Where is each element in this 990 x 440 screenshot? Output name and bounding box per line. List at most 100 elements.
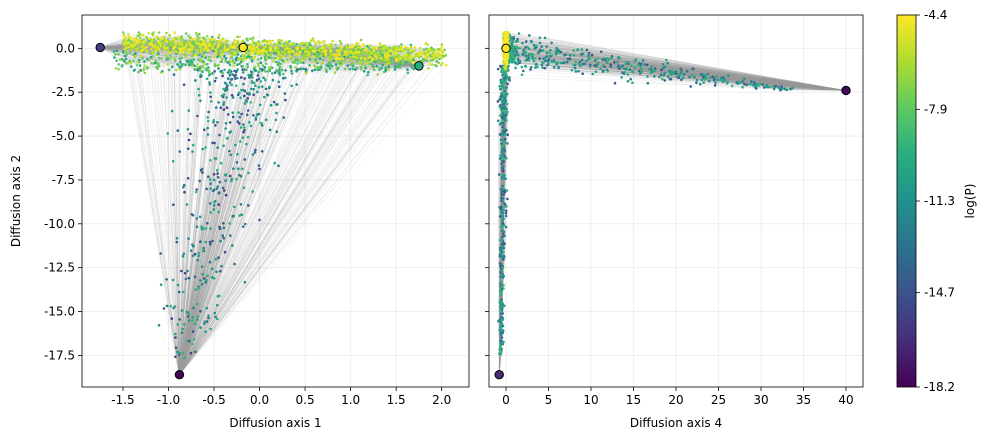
data-point <box>180 309 184 312</box>
data-point <box>264 49 267 53</box>
data-point <box>306 57 309 60</box>
data-point <box>749 83 752 86</box>
data-point <box>501 305 505 308</box>
data-point <box>172 73 176 76</box>
data-point <box>498 85 502 88</box>
data-point <box>499 312 503 316</box>
data-point <box>623 70 627 74</box>
data-point <box>666 61 670 65</box>
data-point <box>196 66 200 69</box>
data-point <box>208 240 212 244</box>
data-point <box>500 275 503 279</box>
data-point <box>277 53 281 56</box>
data-point <box>189 351 193 355</box>
data-point <box>435 60 439 63</box>
data-point <box>261 64 265 67</box>
data-point <box>129 37 132 41</box>
data-point <box>242 94 246 98</box>
data-point <box>179 50 182 53</box>
data-point <box>285 40 288 43</box>
data-point <box>145 41 148 45</box>
data-point <box>173 31 177 34</box>
data-point <box>240 112 243 116</box>
data-point <box>199 73 202 77</box>
data-point <box>285 44 288 48</box>
data-point <box>185 49 188 53</box>
data-point <box>174 332 177 336</box>
data-point <box>280 39 284 42</box>
data-point <box>270 72 274 75</box>
data-point <box>500 199 503 202</box>
data-point <box>179 37 183 41</box>
data-point <box>251 153 255 156</box>
data-point <box>334 63 338 66</box>
data-point <box>287 50 290 54</box>
data-point <box>190 44 194 48</box>
data-point <box>290 84 294 88</box>
data-point <box>252 47 255 50</box>
data-point <box>547 51 551 55</box>
data-point <box>401 50 405 53</box>
data-point <box>662 66 665 70</box>
data-point <box>196 114 199 118</box>
data-point <box>663 65 667 68</box>
data-point <box>196 258 199 262</box>
data-point <box>273 56 277 60</box>
data-point <box>322 39 326 43</box>
data-point <box>338 48 342 52</box>
y-tick-label: -7.5 <box>52 173 75 187</box>
data-point <box>283 92 287 95</box>
data-point <box>556 61 559 64</box>
data-point <box>219 161 223 165</box>
data-point <box>308 44 311 47</box>
data-point <box>184 32 188 35</box>
data-point <box>314 42 318 46</box>
data-point <box>207 314 210 318</box>
data-point <box>511 46 514 50</box>
data-point <box>553 60 556 64</box>
data-point <box>200 167 204 171</box>
data-point <box>218 133 221 137</box>
x-tick-label: -1.5 <box>111 393 134 407</box>
data-point <box>645 63 649 67</box>
data-point <box>199 47 203 50</box>
data-point <box>204 281 208 284</box>
data-point <box>212 208 216 211</box>
data-point <box>500 269 504 273</box>
data-point <box>513 56 516 60</box>
data-point <box>145 46 149 49</box>
data-point <box>321 58 325 62</box>
data-point <box>349 50 353 54</box>
data-point <box>502 124 505 128</box>
data-point <box>254 69 258 72</box>
data-point <box>498 300 501 303</box>
data-point <box>501 235 504 239</box>
data-point <box>194 67 197 71</box>
data-point <box>151 55 155 58</box>
data-point <box>504 214 508 218</box>
data-point <box>308 52 311 55</box>
data-point <box>126 46 130 49</box>
data-point <box>196 318 199 321</box>
data-point <box>262 48 265 52</box>
data-point <box>208 260 212 264</box>
data-point <box>380 58 384 62</box>
data-point <box>236 152 239 156</box>
data-point <box>522 69 525 73</box>
data-point <box>508 76 511 79</box>
data-point <box>309 46 312 49</box>
data-point <box>192 58 195 61</box>
data-point <box>220 45 223 48</box>
data-point <box>257 85 261 89</box>
data-point <box>257 64 260 67</box>
data-point <box>171 278 175 282</box>
data-point <box>593 59 597 62</box>
data-point <box>640 67 643 70</box>
data-point <box>235 161 239 164</box>
data-point <box>184 277 188 281</box>
data-point <box>207 37 210 41</box>
data-point <box>264 62 268 65</box>
data-point <box>343 53 346 57</box>
data-point <box>345 46 349 49</box>
data-point <box>255 46 259 49</box>
